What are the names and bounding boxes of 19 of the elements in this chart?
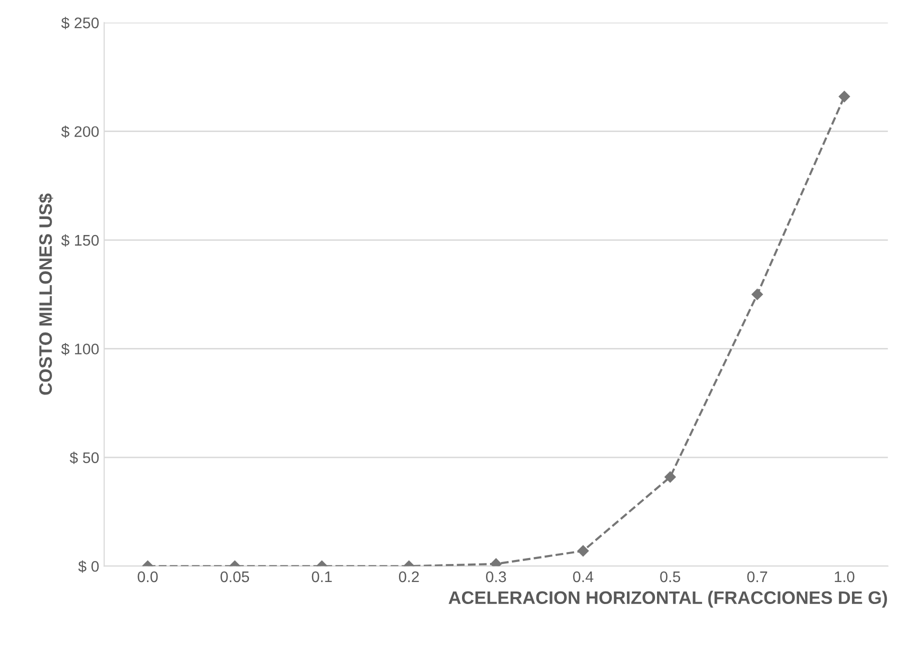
x-tick-label: 0.5: [660, 571, 680, 582]
y-tick-label: $ 50: [70, 452, 99, 464]
y-tick-label: $ 200: [61, 126, 99, 138]
x-tick-label: 0.4: [573, 571, 594, 582]
y-axis-title: COSTO MILLONES US$: [38, 193, 54, 395]
y-tick-label: $ 250: [61, 16, 99, 30]
y-tick-label: $ 0: [78, 560, 99, 573]
x-tick-label: 0.7: [747, 571, 768, 582]
point: [838, 90, 850, 102]
x-tick-label: 0.1: [312, 571, 332, 582]
x-tick-label: 0.2: [398, 571, 419, 582]
x-tick-label: 0.0: [138, 571, 158, 582]
y-tick-label: $ 100: [61, 342, 99, 356]
x-tick-label: 0.05: [220, 571, 250, 582]
x-tick-label: 0.3: [486, 571, 506, 582]
y-tick-label: $ 150: [61, 234, 99, 247]
point: [752, 288, 763, 300]
x-tick-label: 1.0: [834, 571, 854, 582]
x-axis-title: ACELERACION HORIZONTAL (FRACCIONES DE G): [448, 590, 887, 608]
